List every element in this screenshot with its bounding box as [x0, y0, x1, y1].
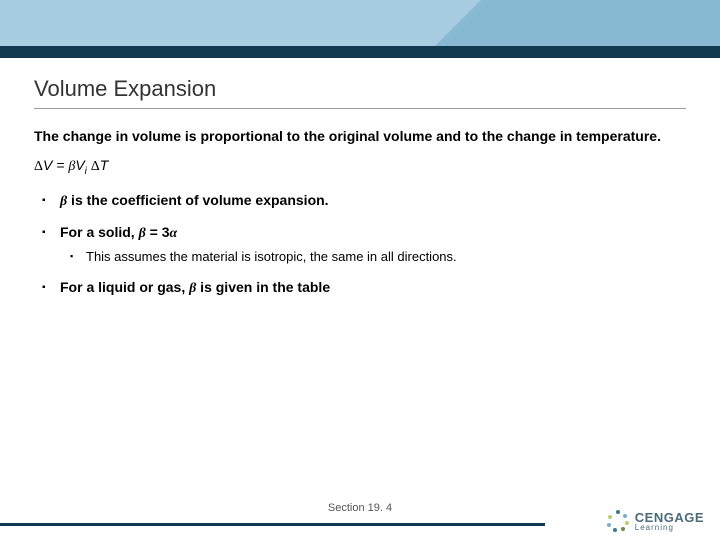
equation: ΔV = βVi ΔT: [34, 157, 686, 177]
bullet-list: β is the coefficient of volume expansion…: [34, 191, 686, 298]
sub-bullet-1: This assumes the material is isotropic, …: [86, 249, 686, 266]
delta-symbol: Δ: [34, 159, 43, 174]
header-dark-band: [0, 46, 720, 58]
eq-t: T: [100, 157, 109, 173]
bullet-2-mid: = 3: [146, 224, 170, 240]
cengage-logo: CENGAGE Learning: [607, 510, 704, 532]
bullet-2: For a solid, β = 3α This assumes the mat…: [60, 223, 686, 266]
slide-content: Volume Expansion The change in volume is…: [0, 58, 720, 298]
bullet-2-alpha: α: [170, 226, 178, 241]
bullet-1: β is the coefficient of volume expansion…: [60, 191, 686, 211]
logo-sub-text: Learning: [635, 524, 704, 532]
bullet-2-pre: For a solid,: [60, 224, 139, 240]
logo-main-text: CENGAGE: [635, 511, 704, 524]
bullet-2-beta: β: [139, 226, 146, 241]
footer: Section 19. 4 CENGAGE Learning: [0, 500, 720, 540]
header-accent-band: [481, 0, 720, 46]
header-diagonal: [435, 0, 481, 46]
bullet-3-post: is given in the table: [196, 279, 330, 295]
bullet-3: For a liquid or gas, β is given in the t…: [60, 278, 686, 298]
eq-v: V: [43, 157, 52, 173]
delta-symbol-2: Δ: [91, 159, 100, 174]
header-band: [0, 0, 720, 58]
logo-burst-icon: [607, 510, 629, 532]
logo-text: CENGAGE Learning: [635, 511, 704, 532]
bullet-1-text: is the coefficient of volume expansion.: [67, 192, 328, 208]
slide-title: Volume Expansion: [34, 76, 686, 102]
intro-paragraph: The change in volume is proportional to …: [34, 127, 686, 145]
bullet-3-pre: For a liquid or gas,: [60, 279, 189, 295]
section-label: Section 19. 4: [328, 502, 392, 514]
footer-rule: [0, 523, 545, 526]
title-rule: [34, 108, 686, 109]
eq-vi: V: [75, 157, 84, 173]
sub-bullet-list: This assumes the material is isotropic, …: [60, 249, 686, 266]
eq-equals: =: [52, 157, 68, 173]
